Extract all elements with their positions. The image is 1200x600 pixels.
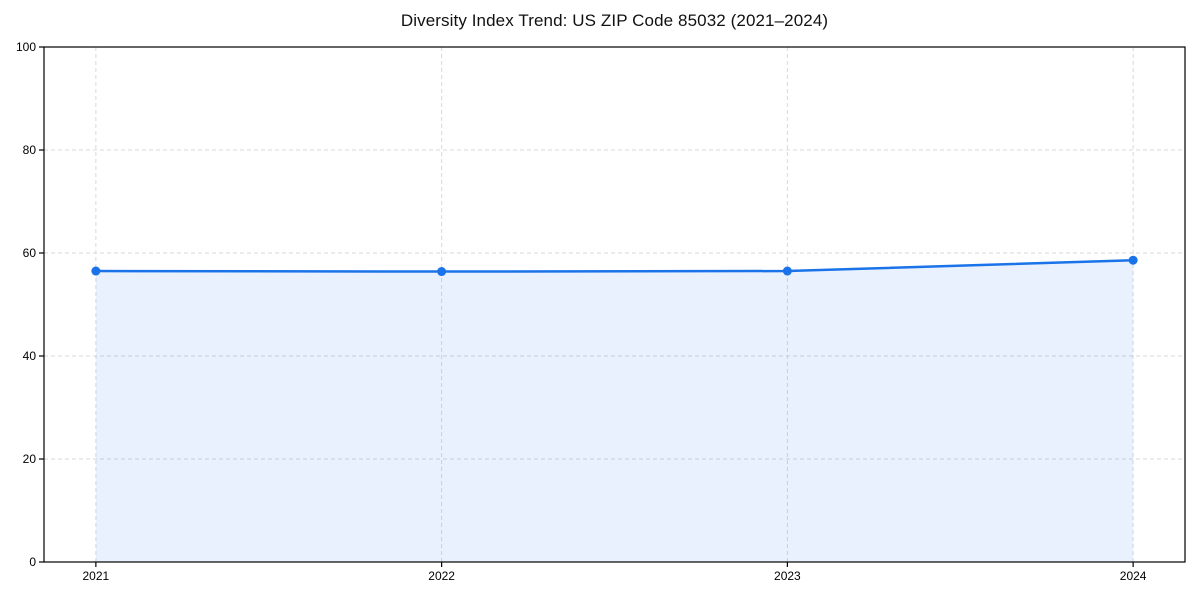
chart-title: Diversity Index Trend: US ZIP Code 85032… [400,11,829,30]
y-tick-label: 0 [29,555,36,569]
y-tick-label: 40 [23,349,37,363]
area-fill [95,260,1134,562]
data-point [1128,255,1138,265]
trend-line [94,258,1135,273]
plot-border [43,46,1186,563]
x-tick-label: 2021 [83,569,110,583]
y-tick-label: 20 [23,452,37,466]
y-tick-label: 60 [23,246,37,260]
data-point [91,266,101,276]
x-tick-label: 2022 [428,569,455,583]
data-point [782,266,792,276]
y-tick-label: 100 [16,40,36,54]
data-point [437,267,447,277]
y-tick-label: 80 [23,143,37,157]
x-tick-label: 2024 [1120,569,1147,583]
x-tick-label: 2023 [774,569,801,583]
